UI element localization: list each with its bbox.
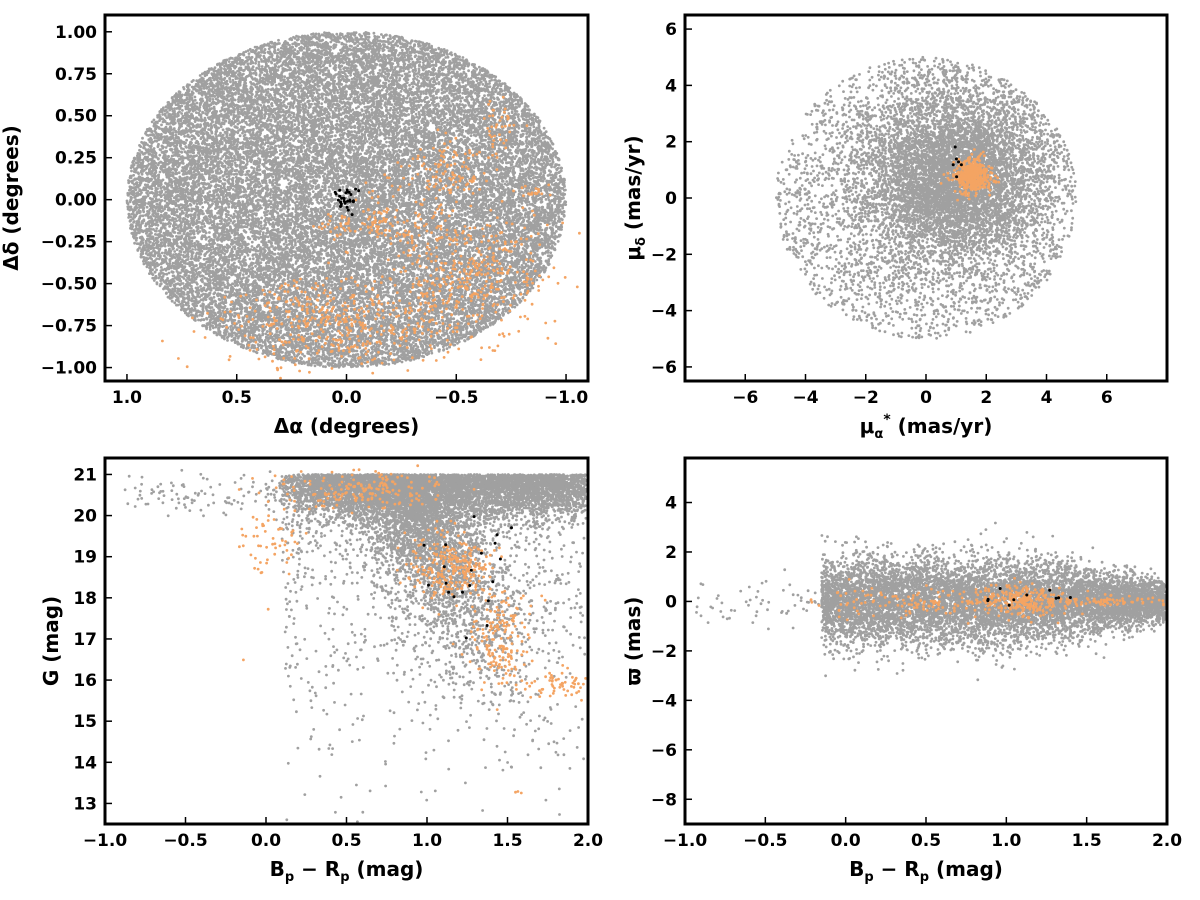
field-star	[366, 140, 369, 143]
field-star	[360, 108, 363, 111]
field-star	[309, 271, 312, 274]
field-star	[161, 252, 164, 255]
field-star	[387, 145, 390, 148]
field-star	[212, 98, 215, 101]
field-star	[180, 112, 183, 115]
field-star	[203, 225, 206, 228]
field-star	[420, 269, 423, 272]
field-star	[466, 228, 469, 231]
field-star	[219, 299, 222, 302]
field-star	[279, 149, 282, 152]
field-star	[181, 109, 184, 112]
field-star	[270, 136, 273, 139]
field-star	[474, 92, 477, 95]
field-star	[446, 347, 449, 350]
field-star	[401, 74, 404, 77]
field-star	[232, 188, 235, 191]
field-star	[462, 56, 465, 59]
field-star	[445, 206, 448, 209]
field-star	[129, 227, 132, 230]
field-star	[229, 81, 232, 84]
field-star	[468, 207, 471, 210]
field-star	[218, 235, 221, 238]
field-star	[553, 166, 556, 169]
panel-sky-position: 1.0 0.5 0.0 −0.5 −1.01.000.750.500.250.00−0.…	[0, 15, 588, 438]
field-star	[542, 137, 545, 140]
field-star	[290, 258, 293, 261]
field-star	[381, 356, 384, 359]
field-star	[507, 112, 510, 115]
field-star	[391, 271, 394, 274]
field-star	[336, 211, 339, 214]
field-star	[401, 49, 404, 52]
field-star	[233, 155, 236, 158]
field-star	[242, 273, 245, 276]
field-star	[402, 273, 405, 276]
field-star	[287, 102, 290, 105]
field-star	[518, 119, 521, 122]
field-star	[297, 93, 300, 96]
field-star	[295, 64, 298, 67]
field-star	[422, 234, 425, 237]
field-star	[242, 214, 245, 217]
field-star	[194, 248, 197, 251]
field-star	[425, 207, 428, 210]
field-star	[175, 283, 178, 286]
field-star	[282, 306, 285, 309]
field-star	[293, 61, 296, 64]
field-star	[286, 186, 289, 189]
field-star	[329, 64, 332, 67]
field-star	[269, 196, 272, 199]
field-star	[275, 84, 278, 87]
field-star	[316, 262, 319, 265]
field-star	[549, 251, 552, 254]
field-star	[450, 100, 453, 103]
field-star	[260, 217, 263, 220]
field-star	[392, 199, 395, 202]
field-star	[158, 154, 161, 157]
field-star	[274, 341, 277, 344]
field-star	[326, 151, 329, 154]
field-star	[387, 363, 390, 366]
field-star	[511, 257, 514, 260]
field-star	[177, 283, 180, 286]
field-star	[159, 187, 162, 190]
field-star	[416, 274, 419, 277]
field-star	[222, 128, 225, 131]
field-star	[245, 166, 248, 169]
field-star	[352, 149, 355, 152]
field-star	[446, 119, 449, 122]
field-star	[209, 328, 212, 331]
field-star	[180, 250, 183, 253]
field-star	[554, 208, 557, 211]
field-star	[371, 260, 374, 263]
field-star	[336, 357, 339, 360]
field-star	[418, 243, 421, 246]
